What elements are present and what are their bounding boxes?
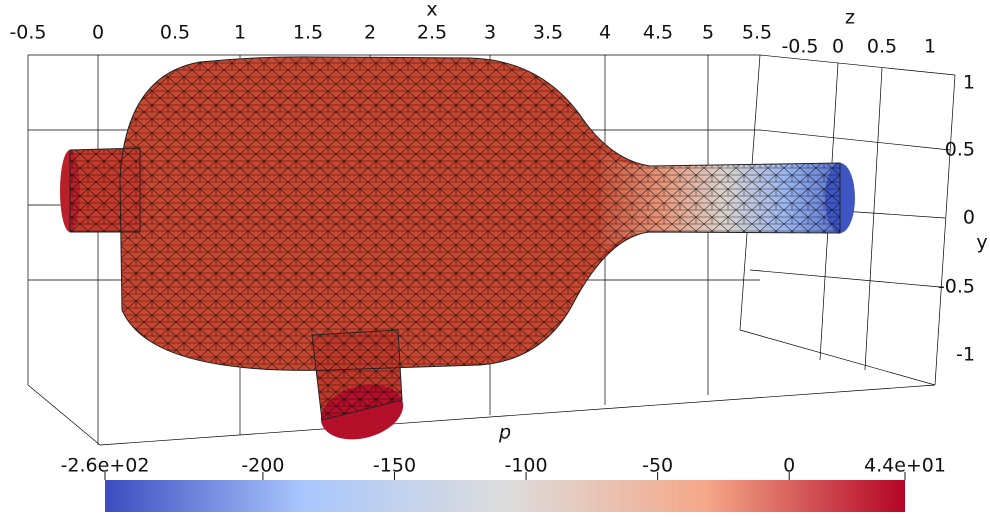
colorbar-tick-label: 4.4e+01 — [864, 455, 946, 477]
colorbar — [105, 480, 905, 512]
y-tick-label: 0 — [963, 207, 975, 229]
x-tick-label: -0.5 — [9, 22, 46, 44]
z-tick-label: 1 — [924, 36, 936, 58]
x-tick-label: 4 — [599, 22, 611, 44]
x-tick-label: 5.5 — [742, 22, 772, 44]
x-tick-label: 2 — [364, 22, 376, 44]
x-tick-label: 5 — [702, 22, 714, 44]
x-tick-label: 4.5 — [643, 22, 673, 44]
z-tick-label: 0 — [832, 36, 844, 58]
colorbar-tick-label: -2.6e+02 — [61, 455, 150, 477]
z-axis-label: z — [845, 7, 855, 29]
colorbar-tick-label: 0 — [783, 455, 795, 477]
x-tick-label: 0.5 — [160, 22, 190, 44]
x-tick-label: 2.5 — [417, 22, 447, 44]
x-tick-label: 1 — [234, 22, 246, 44]
x-tick-label: 1.5 — [293, 22, 323, 44]
pump-geometry — [60, 56, 855, 440]
y-tick-label: 0.5 — [945, 139, 975, 161]
colorbar-tick-label: -200 — [241, 455, 284, 477]
colorbar-tick-label: -150 — [373, 455, 416, 477]
x-tick-label: 3 — [484, 22, 496, 44]
y-tick-label: 1 — [963, 72, 975, 94]
y-tick-label: -0.5 — [938, 276, 975, 298]
z-tick-label: -0.5 — [781, 36, 818, 58]
colorbar-tick-label: -50 — [642, 455, 673, 477]
x-tick-label: 3.5 — [533, 22, 563, 44]
x-axis-label: x — [426, 0, 437, 21]
colorbar-tick-label: -100 — [504, 455, 547, 477]
y-axis-label: y — [976, 232, 987, 254]
z-tick-label: 0.5 — [867, 36, 897, 58]
colorbar-title: p — [498, 422, 511, 444]
y-tick-label: -1 — [956, 344, 975, 366]
x-tick-label: 0 — [92, 22, 104, 44]
